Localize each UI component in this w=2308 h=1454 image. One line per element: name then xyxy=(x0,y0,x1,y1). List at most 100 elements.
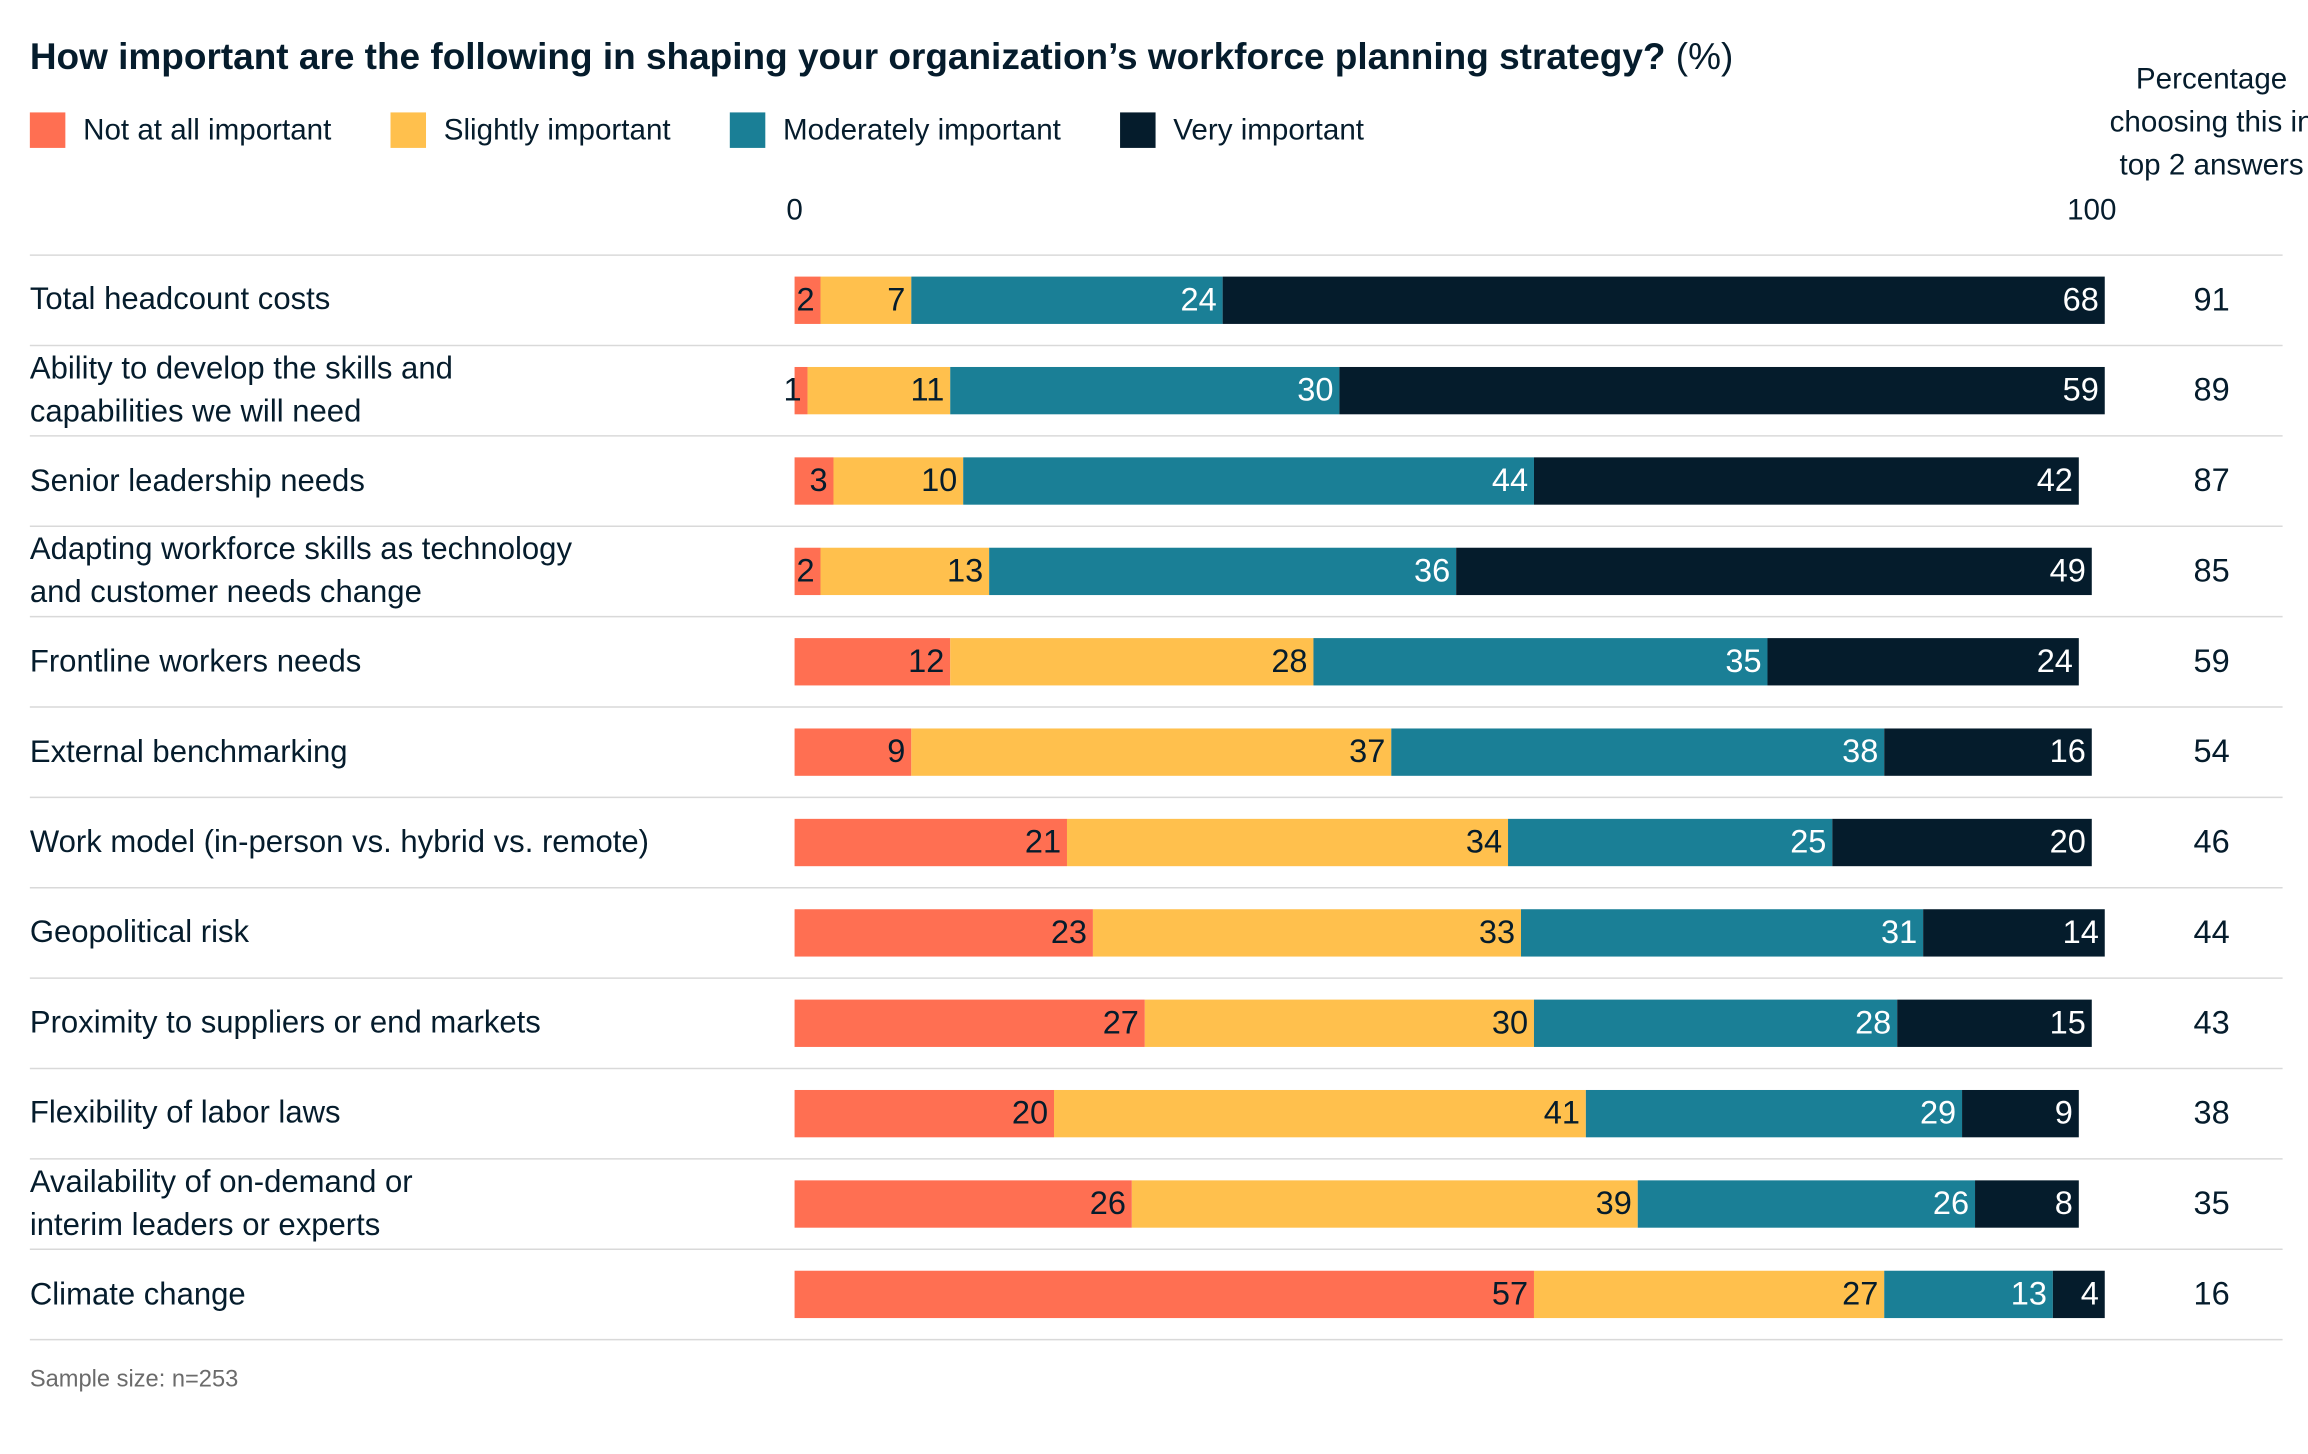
value-label: 34 xyxy=(1466,824,1502,860)
value-label: 15 xyxy=(2050,1004,2086,1040)
value-label: 9 xyxy=(2055,1095,2073,1131)
chart-title-group: How important are the following in shapi… xyxy=(30,36,1733,77)
bar-segment xyxy=(911,276,1223,324)
bar-segment xyxy=(794,638,951,686)
value-label: 11 xyxy=(911,372,945,408)
bar-segment xyxy=(1975,1180,2079,1228)
chart-title: How important are the following in shapi… xyxy=(30,36,1666,77)
category-label-box: Ability to develop the skills and capabi… xyxy=(29,352,453,430)
value-label: 39 xyxy=(1596,1185,1632,1221)
value-label: 38 xyxy=(1842,733,1878,769)
value-label: 57 xyxy=(1492,1275,1528,1311)
x-tick-label: 0 xyxy=(786,193,802,226)
value-label: 30 xyxy=(1492,1004,1528,1040)
top2-value: 16 xyxy=(2193,1275,2229,1311)
legend-label: Moderately important xyxy=(783,113,1061,146)
category-label: Ability to develop the skills and capabi… xyxy=(29,352,453,430)
bar-segment xyxy=(1832,818,2092,867)
value-label: 2 xyxy=(797,281,815,317)
x-tick-label: 100 xyxy=(2067,193,2116,226)
value-label: 41 xyxy=(1544,1095,1580,1131)
category-label: Total headcount costs xyxy=(29,283,331,318)
value-label: 14 xyxy=(2063,914,2099,950)
top2-value: 35 xyxy=(2193,1185,2229,1221)
category-label-box: Total headcount costs xyxy=(29,283,331,318)
value-label: 59 xyxy=(2063,372,2099,408)
value-label: 26 xyxy=(1933,1185,1969,1221)
bar-segment xyxy=(833,457,964,505)
chart-title-suffix: (%) xyxy=(1676,36,1734,77)
value-label: 10 xyxy=(921,462,957,498)
value-label: 23 xyxy=(1051,914,1087,950)
bar-segment xyxy=(1339,366,2105,415)
category-label-box: Frontline workers needs xyxy=(29,644,362,679)
category-label: Adapting workforce skills as technology … xyxy=(29,532,572,610)
bar-segment xyxy=(1456,547,2092,596)
category-label: Frontline workers needs xyxy=(29,644,362,679)
value-label: 31 xyxy=(1881,914,1917,950)
bar-segment xyxy=(794,1089,1055,1138)
value-label: 28 xyxy=(1271,643,1307,679)
top2-value: 87 xyxy=(2193,462,2229,498)
category-label-box: Geopolitical risk xyxy=(29,915,250,950)
bar-segment xyxy=(1585,1089,1963,1138)
bar-segment xyxy=(1962,1089,2079,1138)
value-label: 68 xyxy=(2063,281,2099,317)
bar-segment xyxy=(794,999,1145,1047)
category-label: Climate change xyxy=(29,1277,246,1312)
bar-segment xyxy=(794,1270,1534,1319)
value-label: 9 xyxy=(887,733,905,769)
bar-segment xyxy=(1521,909,1924,957)
bar-segment xyxy=(950,366,1340,415)
value-label: 24 xyxy=(1181,281,1217,317)
bar-segment xyxy=(1131,1180,1638,1228)
footnote: Sample size: n=253 xyxy=(30,1366,238,1392)
value-label: 29 xyxy=(1920,1095,1956,1131)
bar-segment xyxy=(1533,999,1898,1047)
legend-label: Slightly important xyxy=(444,113,671,146)
category-label: Geopolitical risk xyxy=(29,915,250,950)
value-label: 35 xyxy=(1725,643,1761,679)
value-label: 33 xyxy=(1479,914,1515,950)
bar-segment xyxy=(794,547,821,596)
legend-swatch xyxy=(729,112,766,148)
value-label: 49 xyxy=(2050,552,2086,588)
bar-segment xyxy=(820,276,912,324)
value-label: 42 xyxy=(2037,462,2073,498)
bar-segment xyxy=(1923,909,2105,957)
value-label: 1 xyxy=(784,372,802,408)
legend-swatch xyxy=(390,112,427,148)
category-label-box: Availability of on-demand or interim lea… xyxy=(30,1166,413,1243)
value-label: 27 xyxy=(1103,1004,1139,1040)
top2-value: 85 xyxy=(2193,552,2229,588)
bar-segment xyxy=(794,909,1093,957)
value-label: 25 xyxy=(1790,824,1826,860)
category-label-box: Climate change xyxy=(29,1277,246,1312)
value-label: 13 xyxy=(2011,1275,2047,1311)
top2-value: 54 xyxy=(2193,733,2229,769)
category-label-box: Work model (in-person vs. hybrid vs. rem… xyxy=(30,826,649,860)
value-label: 24 xyxy=(2037,643,2073,679)
bar-segment xyxy=(1884,1270,2053,1319)
category-label-box: Senior leadership needs xyxy=(30,464,365,498)
category-label-box: External benchmarking xyxy=(30,735,348,769)
top2-value: 59 xyxy=(2193,643,2229,679)
bar-segment xyxy=(794,457,834,505)
value-label: 8 xyxy=(2055,1185,2073,1221)
top2-header-box: Percentage choosing this in top 2 answer… xyxy=(2110,64,2308,182)
bar-segment xyxy=(794,276,821,324)
bar-segment xyxy=(794,1180,1132,1228)
bar-segment xyxy=(1637,1180,1976,1228)
category-label-box: Adapting workforce skills as technology … xyxy=(29,532,572,610)
bar-segment xyxy=(807,366,951,415)
bar-segment xyxy=(1066,818,1509,867)
value-label: 26 xyxy=(1090,1185,1126,1221)
legend-label: Not at all important xyxy=(83,113,331,146)
legend-label: Very important xyxy=(1173,113,1364,146)
legend-swatch xyxy=(1120,112,1156,148)
value-label: 20 xyxy=(1012,1095,1048,1131)
bar-segment xyxy=(911,728,1392,776)
bar-segment xyxy=(950,638,1314,686)
category-label: Flexibility of labor laws xyxy=(29,1096,341,1131)
